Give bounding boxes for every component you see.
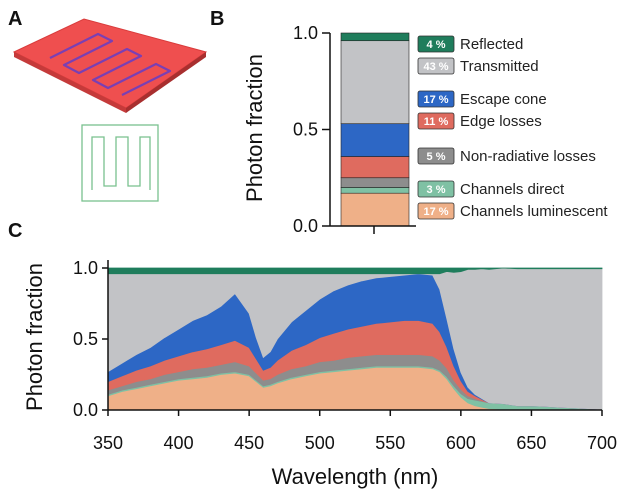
legend-item-channels-direct: 3 % Channels direct (417, 180, 565, 198)
area-x-tick-label: 450 (234, 433, 264, 453)
legend-badge (417, 112, 455, 130)
device-illustration (12, 18, 208, 113)
device-channel-pattern (49, 32, 172, 96)
area-y-ticks: 0.0 0.5 1.0 (73, 258, 108, 420)
legend-badge-value: 17 % (423, 94, 448, 106)
legend-item-channels-luminescent: 17 % Channels luminescent (417, 202, 608, 220)
legend-item-nonradiative: 5 % Non-radiative losses (417, 147, 596, 165)
legend-label: Edge losses (460, 113, 542, 130)
bar-segment-channels-luminescent (340, 192, 410, 227)
bar-segment-nonradiative (340, 177, 410, 188)
panel-label-a: A (8, 8, 22, 30)
device-slab-top (12, 18, 208, 109)
legend-item-edge-losses: 11 % Edge losses (417, 112, 542, 130)
legend-badge (417, 90, 455, 108)
legend-badge-value: 3 % (427, 184, 446, 196)
legend-item-reflected: 4 % Reflected (417, 35, 523, 53)
spectral-area-chart: 350 400 450 500 550 600 650 700 0.0 0.5 1.0 Wavel… (22, 258, 617, 489)
legend-label: Channels luminescent (460, 203, 608, 220)
area-x-ticks: 350 400 450 500 550 600 650 700 (93, 410, 617, 453)
area-x-tick-label: 550 (375, 433, 405, 453)
bar-segment-edge-losses (340, 156, 410, 179)
bar-segment-channels-direct (340, 187, 410, 194)
stacked-bar-chart: Photon fraction 0.0 0.5 1.0 17 % Channels l… (242, 23, 608, 236)
area-x-tick-label: 400 (164, 433, 194, 453)
panel-label-c: C (8, 220, 22, 242)
bar-segment-escape-cone (340, 123, 410, 157)
bar-segment-reflected (340, 32, 410, 42)
bar-segment-transmitted (340, 40, 410, 125)
legend-label: Escape cone (460, 91, 547, 108)
channel-outline-diagram (81, 124, 159, 202)
area-x-tick-label: 650 (516, 433, 546, 453)
bar-legend: 17 % Channels luminescent 3 % Channels dire… (417, 35, 608, 220)
area-x-axis-label: Wavelength (nm) (272, 464, 439, 489)
area-y-tick-label: 0.5 (73, 329, 98, 349)
bar-y-ticks: 0.0 0.5 1.0 (293, 23, 330, 236)
outline-frame (81, 124, 159, 202)
legend-label: Non-radiative losses (460, 148, 596, 165)
area-x-tick-label: 600 (446, 433, 476, 453)
device-slab-side-left (14, 52, 126, 113)
legend-item-escape-cone: 17 % Escape cone (417, 90, 547, 108)
legend-label: Transmitted (460, 58, 539, 75)
legend-badge-value: 17 % (423, 206, 448, 218)
legend-badge-value: 43 % (423, 61, 448, 73)
legend-badge (417, 147, 455, 165)
bar-segments (340, 32, 410, 227)
bar-y-tick-label: 0.0 (293, 216, 318, 236)
outline-serpentine (91, 136, 151, 190)
bar-y-tick-label: 1.0 (293, 23, 318, 43)
area-x-tick-label: 500 (305, 433, 335, 453)
legend-item-transmitted: 43 % Transmitted (417, 57, 539, 75)
panel-label-b: B (210, 8, 224, 30)
area-y-tick-label: 1.0 (73, 258, 98, 278)
area-y-tick-label: 0.0 (73, 400, 98, 420)
bar-y-axis-label: Photon fraction (242, 54, 267, 202)
area-layer-reflected (107, 267, 603, 275)
area-y-axis-label: Photon fraction (22, 263, 47, 411)
bar-y-tick-label: 0.5 (293, 120, 318, 140)
legend-badge (417, 180, 455, 198)
legend-badge (417, 202, 455, 220)
area-x-tick-label: 350 (93, 433, 123, 453)
legend-badge (417, 57, 455, 75)
legend-label: Channels direct (460, 181, 565, 198)
legend-badge-value: 11 % (424, 116, 449, 128)
device-slab-side-right (126, 52, 206, 113)
legend-badge-value: 4 % (427, 39, 446, 51)
legend-badge-value: 5 % (427, 151, 446, 163)
area-x-tick-label: 700 (587, 433, 617, 453)
legend-badge (417, 35, 455, 53)
area-layers (107, 267, 603, 411)
legend-label: Reflected (460, 36, 523, 53)
